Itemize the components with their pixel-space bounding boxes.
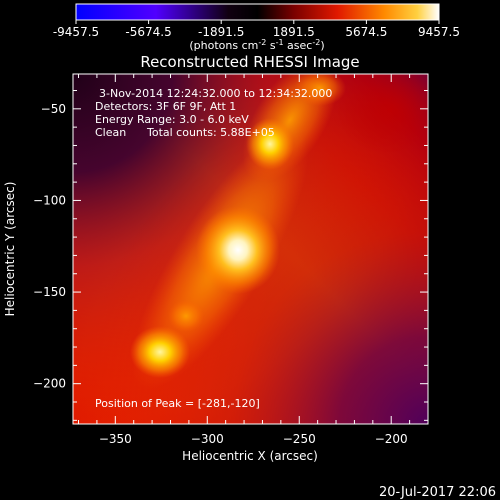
colorbar-tick-label: 9457.5 [418, 25, 460, 39]
y-tick-label: −200 [33, 377, 66, 391]
x-tick-label: −300 [191, 432, 224, 446]
colorbar-tick-label: -9457.5 [53, 25, 99, 39]
colorbar-tick-label: 1891.5 [273, 25, 315, 39]
x-axis-label: Heliocentric X (arcsec) [182, 449, 318, 463]
y-tick-label: −50 [41, 102, 66, 116]
y-axis-label: Heliocentric Y (arcsec) [3, 182, 17, 317]
rhessi-image [73, 74, 428, 424]
colorbar-unit-label: (photons cm-2 s-1 asec-2) [189, 38, 324, 52]
colorbar [75, 3, 440, 21]
x-axis-ticks: −350 −300 −250 −200 [78, 74, 429, 446]
plot-frame [72, 73, 429, 425]
y-tick-label: −100 [33, 193, 66, 207]
colorbar-tick-label: 5674.5 [345, 25, 387, 39]
y-axis-ticks: −50 −100 −150 −200 [33, 89, 428, 421]
x-tick-label: −200 [375, 432, 408, 446]
colorbar-ticks [75, 20, 440, 24]
colorbar-tick-label: -5674.5 [125, 25, 171, 39]
footer-timestamp: 20-Jul-2017 22:06 [379, 485, 496, 500]
annotation-time-range: 3-Nov-2014 12:24:32.000 to 12:34:32.000 [99, 87, 332, 100]
annotation-energy-range: Energy Range: 3.0 - 6.0 keV [95, 113, 249, 126]
annotation-total-counts: Total counts: 5.88E+05 [146, 126, 275, 139]
colorbar-tick-label: -1891.5 [198, 25, 244, 39]
x-tick-label: −250 [283, 432, 316, 446]
annotation-method: Clean [95, 126, 126, 139]
x-tick-label: −350 [99, 432, 132, 446]
y-tick-label: −150 [33, 285, 66, 299]
annotation-peak-position: Position of Peak = [-281,-120] [95, 397, 260, 410]
annotation-detectors: Detectors: 3F 6F 9F, Att 1 [95, 100, 236, 113]
plot-title: Reconstructed RHESSI Image [140, 53, 359, 71]
